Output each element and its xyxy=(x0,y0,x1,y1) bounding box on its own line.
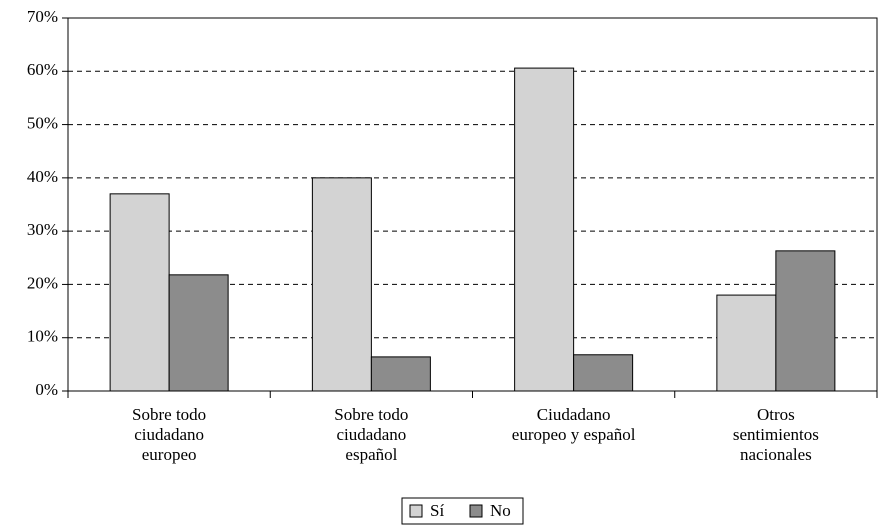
y-tick-label: 0% xyxy=(35,380,58,399)
y-tick-label: 30% xyxy=(27,220,58,239)
legend-swatch xyxy=(409,504,423,518)
y-tick-label: 50% xyxy=(27,113,58,132)
x-tick-label: Sobre todo ciudadano europeo xyxy=(132,405,207,464)
legend-swatch xyxy=(469,504,483,518)
bar xyxy=(573,354,634,392)
bar xyxy=(311,177,372,392)
bar xyxy=(514,67,575,392)
legend-label: No xyxy=(490,501,511,520)
x-tick-label: Sobre todo ciudadano español xyxy=(334,405,409,464)
bar xyxy=(168,274,229,392)
bar xyxy=(109,193,170,392)
y-tick-label: 10% xyxy=(27,327,58,346)
x-tick-label: Otros sentimientos nacionales xyxy=(732,405,819,464)
legend-label: Sí xyxy=(430,501,444,520)
y-tick-label: 40% xyxy=(27,167,58,186)
y-tick-label: 60% xyxy=(27,60,58,79)
bar xyxy=(716,294,777,392)
y-tick-label: 70% xyxy=(27,7,58,26)
bar xyxy=(370,356,431,392)
bar xyxy=(775,250,836,392)
x-tick-label: Ciudadano europeo y español xyxy=(511,405,636,444)
y-tick-label: 20% xyxy=(27,273,58,292)
